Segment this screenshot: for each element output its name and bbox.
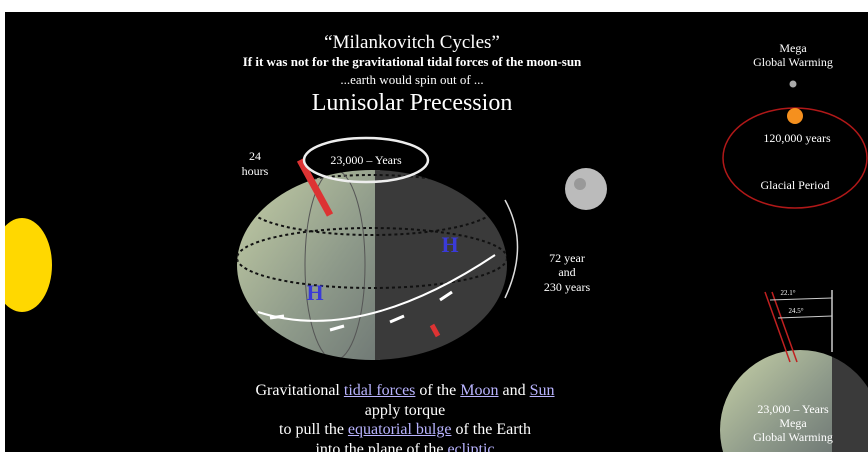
label: 72 year — [549, 251, 585, 265]
moon-crater — [574, 178, 586, 190]
edge — [0, 12, 5, 452]
text: and — [498, 382, 530, 399]
angle: 22.1° — [780, 289, 795, 297]
label: 24 — [249, 149, 261, 163]
text: to pull the — [279, 421, 348, 438]
label: Global Warming — [753, 430, 833, 444]
label: Mega — [779, 416, 807, 430]
axis — [429, 323, 441, 338]
label: and — [558, 265, 575, 279]
subtitle: ...earth would spin out of ... — [340, 72, 483, 87]
equator-arrow — [257, 254, 496, 322]
arrows — [269, 290, 453, 332]
label: 23,000 – Years — [757, 402, 829, 416]
caption-line: Gravitational tidal forces of the Moon a… — [150, 381, 660, 401]
link[interactable]: Sun — [529, 382, 555, 399]
axis — [296, 158, 334, 217]
link[interactable]: Moon — [460, 382, 499, 399]
text: into the plane of the — [315, 440, 448, 452]
heading: Lunisolar Precession — [312, 90, 513, 116]
tilt — [771, 291, 798, 363]
text: of the Earth — [451, 421, 531, 438]
title: “Milankovitch Cycles” — [324, 32, 500, 53]
sun — [0, 218, 52, 312]
earth-dot — [789, 80, 797, 88]
subtitle: If it was not for the gravitational tida… — [243, 54, 582, 69]
sun-dot — [787, 108, 803, 124]
caption-line: apply torque — [150, 401, 660, 421]
link[interactable]: tidal forces — [343, 382, 416, 399]
precession-ring — [302, 136, 430, 184]
text: Gravitational — [255, 382, 344, 399]
angle: 24.5° — [788, 307, 803, 315]
tilt — [764, 291, 791, 363]
label: 23,000 – Years — [330, 153, 402, 167]
bulge: H — [441, 232, 458, 257]
text: apply torque — [364, 401, 446, 419]
link[interactable]: ecliptic — [447, 440, 495, 452]
caption-line: to pull the equatorial bulge of the Eart… — [150, 420, 660, 440]
caption: Gravitational tidal forces of the Moon a… — [150, 381, 660, 452]
label: Mega — [779, 41, 807, 55]
text: of the — [415, 382, 461, 399]
angle-arc — [769, 297, 833, 319]
moon — [565, 168, 607, 210]
label: hours — [242, 164, 269, 178]
bulge: H — [306, 280, 323, 305]
label: Global Warming — [753, 55, 833, 69]
caption-line: into the plane of the ecliptic — [150, 440, 660, 452]
label: 230 years — [544, 280, 591, 294]
link[interactable]: equatorial bulge — [347, 421, 452, 438]
label: Glacial Period — [761, 178, 830, 192]
label: 120,000 years — [763, 131, 831, 145]
nutation-arc — [504, 199, 519, 299]
